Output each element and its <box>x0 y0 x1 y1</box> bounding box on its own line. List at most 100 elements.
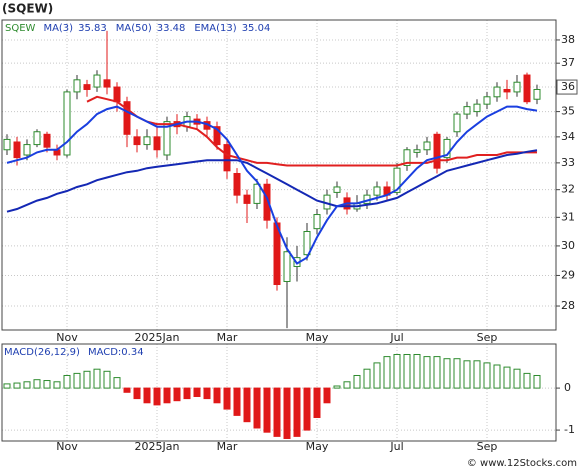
macd-bar <box>43 380 51 389</box>
ma-line <box>86 95 537 167</box>
macd-bar <box>353 374 361 389</box>
candle-body <box>453 113 461 133</box>
ma-line <box>6 149 538 213</box>
macd-bar <box>103 370 111 389</box>
candle-body <box>93 74 101 88</box>
macd-bar <box>143 387 151 404</box>
x-tick-label: Jul <box>389 331 403 344</box>
candle-body <box>303 231 311 256</box>
candle-body <box>283 251 291 282</box>
candle-body <box>513 81 521 93</box>
y-tick-label: 30 <box>561 239 575 252</box>
macd-bar <box>433 356 441 389</box>
macd-bar <box>343 381 351 389</box>
ma-line <box>6 105 538 265</box>
x-tick-label: May <box>306 440 329 453</box>
price-marker-box <box>556 79 578 95</box>
candle-body <box>243 194 251 204</box>
macd-bar <box>423 356 431 389</box>
macd-bar <box>333 385 341 389</box>
macd-bar <box>523 372 531 389</box>
macd-bar <box>533 374 541 389</box>
candle-body <box>213 126 221 146</box>
legend-name: EMA(13) <box>194 23 236 34</box>
macd-bar <box>413 353 421 389</box>
candle-body <box>103 79 111 88</box>
candle-body <box>13 141 21 159</box>
y-tick-label: 35 <box>561 105 575 118</box>
macd-bar <box>23 381 31 389</box>
macd-bar <box>193 387 201 397</box>
macd-bar <box>393 353 401 389</box>
candle-body <box>113 86 121 103</box>
macd-bar <box>473 360 481 389</box>
candle-body <box>263 183 271 221</box>
macd-bar <box>203 387 211 400</box>
macd-bar <box>323 387 331 404</box>
x-tick-label: Sep <box>477 331 498 344</box>
y-tick-label: 28 <box>561 299 575 312</box>
candle-body <box>443 138 451 159</box>
price-marker: 36 <box>561 80 575 93</box>
candle-body <box>83 84 91 90</box>
candle-body <box>433 133 441 169</box>
candle-body <box>23 144 31 156</box>
candle-body <box>393 167 401 193</box>
x-tick-label: Mar <box>217 440 238 453</box>
macd-bar <box>113 377 121 389</box>
macd-bar <box>363 368 371 389</box>
candle-body <box>133 136 141 146</box>
macd-bar <box>373 362 381 389</box>
macd-bar <box>173 387 181 402</box>
legend-value: 35.83 <box>78 23 107 34</box>
macd-bar <box>503 366 511 389</box>
candle-body <box>373 186 381 196</box>
macd-bar <box>513 368 521 389</box>
candle-body <box>463 106 471 115</box>
macd-bar <box>33 379 41 389</box>
macd-bar <box>283 387 291 439</box>
x-tick-label: Nov <box>56 331 78 344</box>
y-tick-label: 29 <box>561 268 575 281</box>
macd-bar <box>163 387 171 404</box>
candle-body <box>523 74 531 103</box>
legend-name: MA(3) <box>43 23 73 34</box>
macd-bar <box>3 383 11 389</box>
candle-body <box>3 138 11 151</box>
footer: © www.12Stocks.com <box>467 458 577 469</box>
macd-bar <box>63 374 71 389</box>
candle-body <box>233 172 241 196</box>
macd-bar <box>213 387 221 404</box>
macd-bar <box>83 370 91 389</box>
plot-frame <box>1 19 557 331</box>
macd-bar <box>233 387 241 416</box>
macd-bar <box>383 356 391 389</box>
macd-bar <box>293 387 301 437</box>
candle-body <box>493 86 501 98</box>
x-tick-label: Jul <box>389 440 403 453</box>
x-tick-label: Mar <box>217 331 238 344</box>
macd-bar <box>153 387 161 406</box>
macd-bar <box>453 358 461 389</box>
candle-body <box>313 214 321 230</box>
plot-frame <box>1 343 557 442</box>
macd-bar <box>93 368 101 389</box>
candle-body <box>403 149 411 167</box>
macd-bar <box>243 387 251 423</box>
macd-bar <box>223 387 231 410</box>
macd-bar <box>273 387 281 437</box>
y-tick-label: 0 <box>564 381 571 394</box>
candle-body <box>533 88 541 100</box>
x-tick-label: May <box>306 331 329 344</box>
macd-bar <box>403 353 411 389</box>
candle-body <box>163 121 171 156</box>
chart-title: (SQEW) <box>2 2 53 16</box>
macd-bar <box>443 358 451 389</box>
macd-bar <box>73 372 81 389</box>
candle-body <box>503 88 511 93</box>
y-tick-label: -1 <box>564 423 575 436</box>
macd-bar <box>463 360 471 389</box>
candle-body <box>73 79 81 93</box>
y-tick-label: 31 <box>561 210 575 223</box>
